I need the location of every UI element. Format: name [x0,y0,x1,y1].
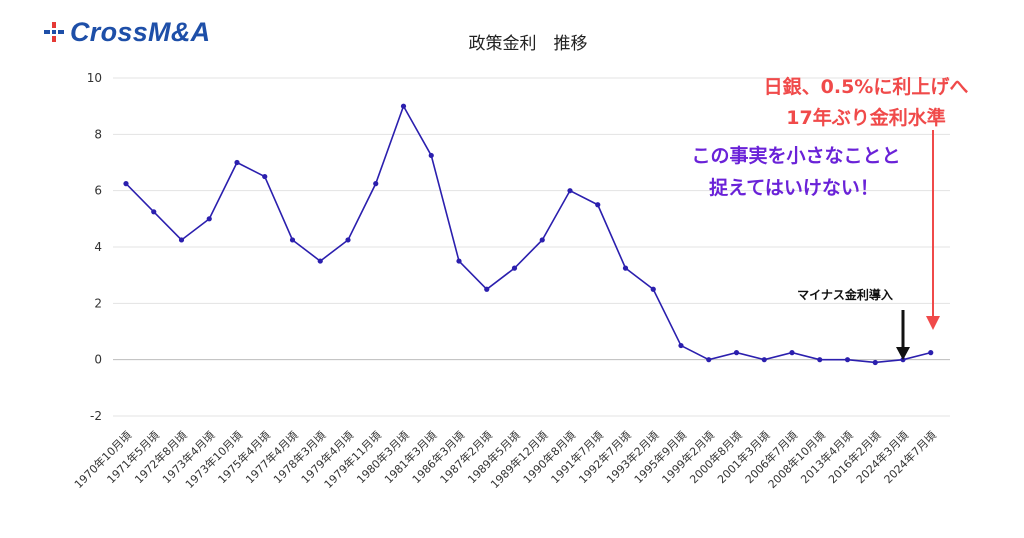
y-tick-label: 10 [87,71,102,85]
annotation-red-line1: 日銀、0.5%に利上げへ [764,75,969,98]
y-tick-label: 4 [94,240,102,254]
data-point [289,237,296,243]
annotation-purple-line1: この事実を小さなことと [691,144,900,167]
data-point [234,159,240,166]
data-point [733,350,740,356]
y-tick-label: 2 [94,296,102,310]
y-tick-label: 8 [94,127,102,141]
series-line [125,104,931,364]
cross-plus-icon [44,22,64,42]
data-point [484,286,490,292]
data-point [789,350,795,356]
data-point [595,202,601,208]
y-tick-label: -2 [90,409,102,423]
data-point [123,181,129,187]
data-point [761,357,767,363]
chart-title: 政策金利 推移 [469,34,588,54]
logo: CrossM&A [44,12,210,52]
black-arrow-icon [896,310,910,360]
data-point [622,265,629,271]
x-axis-ticks: 1970年10月頃1971年5月頃1972年8月頃1973年4月頃1973年10… [71,428,939,491]
data-point [178,237,185,243]
data-point [400,103,407,109]
data-point [511,265,518,271]
y-axis-ticks: -2 0 2 4 6 8 10 [87,71,102,423]
data-point [151,209,157,215]
data-point [345,237,351,243]
chart-grid [113,77,950,417]
annotation-red-line2: 17年ぶり金利水準 [786,106,945,129]
data-point [567,188,573,194]
series-group [123,103,934,366]
data-point [706,357,712,363]
data-point [650,286,656,292]
data-point [373,181,379,187]
data-point [428,152,434,159]
annotation-black-label: マイナス金利導入 [797,287,893,302]
y-tick-label: 6 [94,184,102,198]
red-arrow-icon [926,130,940,330]
y-tick-label: 0 [94,353,102,367]
data-point [817,357,823,363]
data-point [928,350,934,356]
annotation-purple-line2: 捉えてはいけない！ [709,176,879,199]
data-point [456,258,462,264]
data-point [317,258,323,264]
data-point [539,237,545,243]
data-point [206,216,212,222]
data-point [678,342,684,349]
data-point [844,357,851,363]
logo-text: CrossM&A [70,16,211,47]
data-point [262,173,268,180]
data-point [872,359,878,366]
